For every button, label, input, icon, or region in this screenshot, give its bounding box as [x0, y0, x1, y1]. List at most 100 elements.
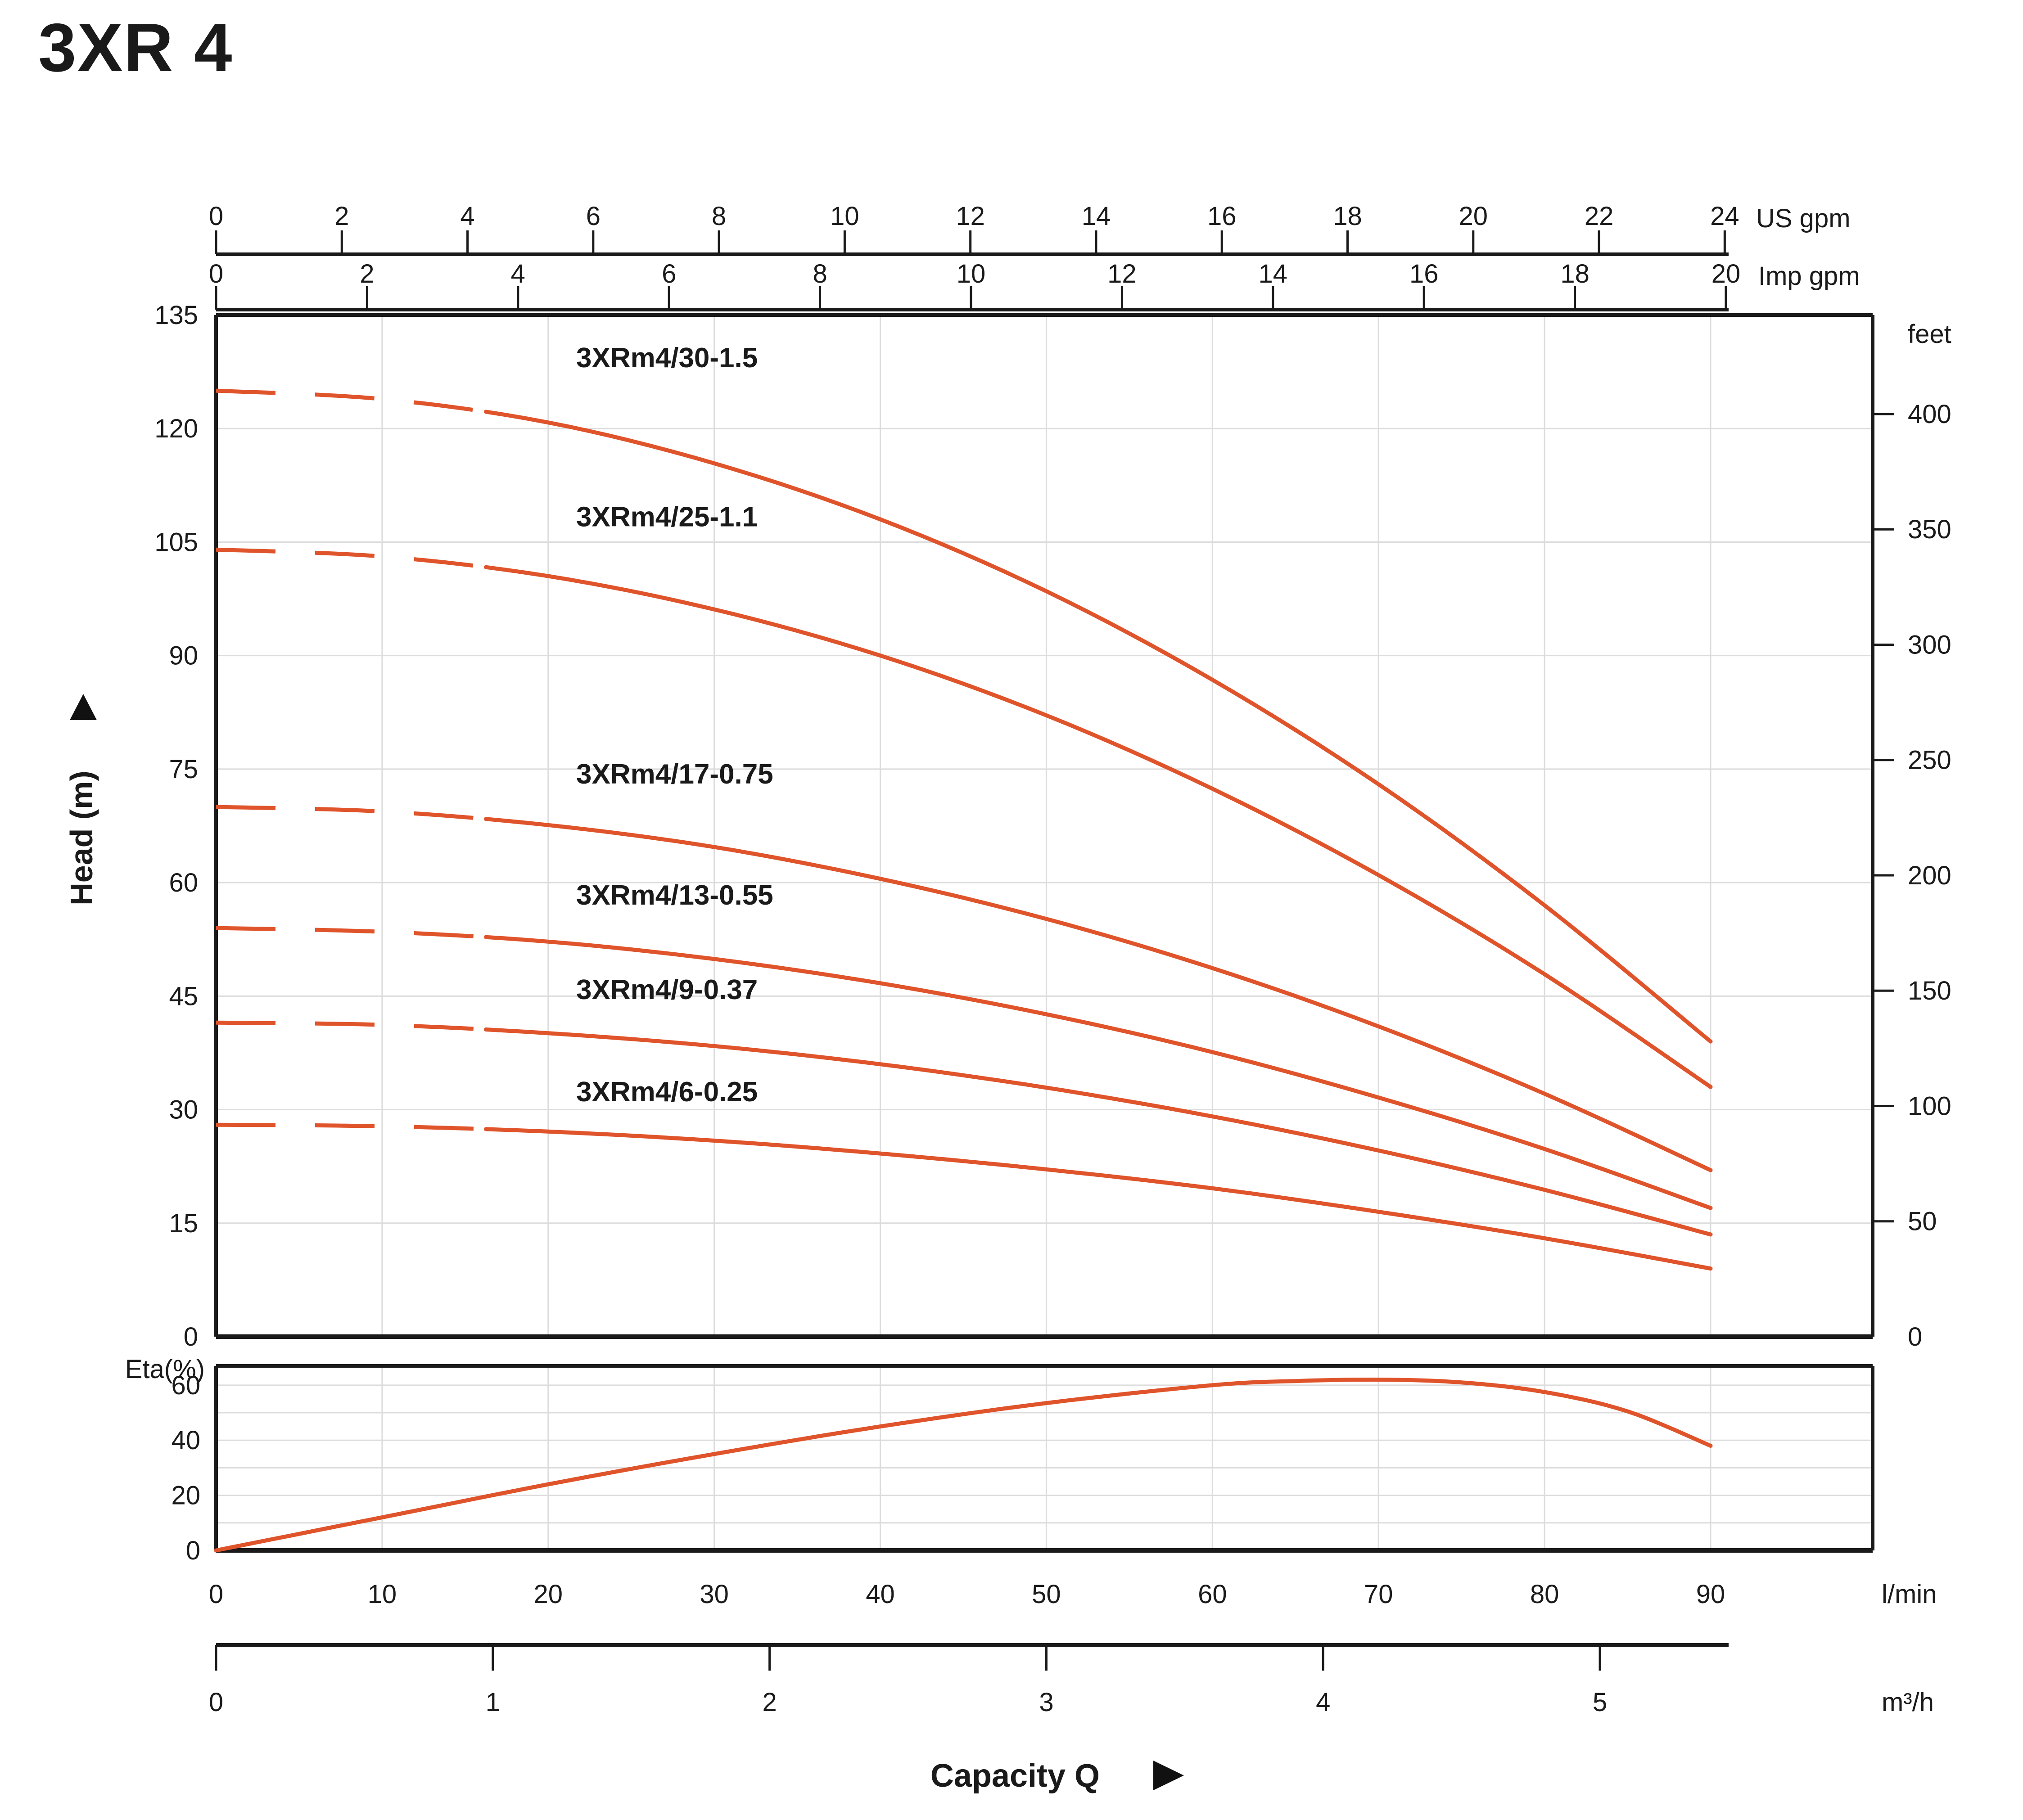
us-gpm-tick-label: 6 — [586, 202, 601, 231]
us-gpm-tick-label: 18 — [1333, 202, 1362, 231]
eta-tick-label: 0 — [186, 1536, 200, 1565]
pump-curve-dashed-segment — [216, 1122, 486, 1131]
page-title: 3XR 4 — [38, 9, 233, 86]
up-arrow-icon — [70, 694, 97, 720]
pump-curve-label: 3XRm4/25-1.1 — [576, 501, 758, 532]
pump-curve — [483, 410, 1713, 1044]
imp-gpm-tick-label: 6 — [662, 259, 676, 288]
m3h-tick-label: 5 — [1593, 1688, 1607, 1717]
head-tick-label: 0 — [184, 1322, 198, 1351]
feet-tick-label: 100 — [1908, 1091, 1951, 1121]
feet-tick-label: 150 — [1908, 976, 1951, 1005]
imp-gpm-tick-label: 12 — [1107, 259, 1137, 288]
us-gpm-tick-label: 10 — [830, 202, 859, 231]
imp-gpm-tick-label: 2 — [360, 259, 374, 288]
lmin-tick-label: 0 — [209, 1580, 223, 1609]
imp-gpm-unit-label: Imp gpm — [1758, 261, 1860, 291]
axes — [214, 230, 1894, 1671]
pump-curve-dashed-segment — [216, 547, 486, 569]
imp-gpm-tick-label: 20 — [1711, 259, 1741, 288]
head-tick-label: 15 — [169, 1209, 198, 1238]
us-gpm-tick-label: 24 — [1710, 202, 1739, 231]
imp-gpm-tick-label: 16 — [1409, 259, 1439, 288]
capacity-axis-label: Capacity Q — [930, 1758, 1100, 1794]
pump-curve-dashed-segment — [216, 805, 486, 821]
us-gpm-tick-label: 12 — [956, 202, 985, 231]
head-tick-label: 45 — [169, 982, 198, 1011]
eta-tick-label: 20 — [171, 1481, 200, 1510]
grid-lines — [216, 315, 1873, 1550]
lmin-tick-label: 80 — [1530, 1580, 1559, 1609]
pump-curves — [214, 388, 1713, 1553]
lmin-tick-label: 10 — [368, 1580, 397, 1609]
imp-gpm-tick-label: 18 — [1560, 259, 1590, 288]
head-tick-label: 60 — [169, 868, 198, 897]
feet-tick-label: 300 — [1908, 630, 1951, 659]
m3h-tick-label: 0 — [209, 1688, 223, 1717]
imp-gpm-tick-label: 0 — [209, 259, 223, 288]
feet-tick-label: 0 — [1908, 1322, 1922, 1351]
lmin-tick-label: 90 — [1696, 1580, 1725, 1609]
eta-tick-label: 60 — [171, 1371, 200, 1400]
pump-curve-dashed-segment — [216, 926, 486, 939]
lmin-tick-label: 50 — [1032, 1580, 1061, 1609]
efficiency-curve — [214, 1378, 1713, 1553]
m3h-tick-label: 2 — [762, 1688, 777, 1717]
us-gpm-tick-label: 2 — [334, 202, 349, 231]
lmin-tick-label: 70 — [1364, 1580, 1393, 1609]
pump-curve-label: 3XRm4/17-0.75 — [576, 759, 773, 790]
imp-gpm-tick-label: 8 — [813, 259, 827, 288]
m3h-tick-label: 4 — [1316, 1688, 1330, 1717]
us-gpm-tick-label: 20 — [1459, 202, 1488, 231]
pump-curve-label: 3XRm4/9-0.37 — [576, 974, 758, 1005]
imp-gpm-tick-label: 14 — [1259, 259, 1288, 288]
pump-curve-dashed-segment — [216, 1020, 486, 1032]
us-gpm-tick-label: 0 — [209, 202, 223, 231]
us-gpm-unit-label: US gpm — [1756, 204, 1851, 233]
lmin-unit-label: l/min — [1882, 1580, 1937, 1609]
m3h-tick-label: 3 — [1039, 1688, 1053, 1717]
pump-curve — [483, 1027, 1713, 1237]
head-axis-label: Head (m) — [64, 770, 99, 905]
right-arrow-icon — [1153, 1761, 1184, 1790]
pump-curve — [483, 935, 1713, 1210]
eta-tick-label: 40 — [171, 1426, 200, 1455]
feet-tick-label: 350 — [1908, 515, 1951, 544]
imp-gpm-tick-label: 10 — [957, 259, 986, 288]
head-tick-label: 75 — [169, 755, 198, 784]
head-tick-label: 105 — [154, 527, 198, 557]
m3h-unit-label: m³/h — [1882, 1688, 1934, 1717]
pump-curve-label: 3XRm4/6-0.25 — [576, 1077, 758, 1108]
us-gpm-tick-label: 16 — [1207, 202, 1237, 231]
feet-tick-label: 250 — [1908, 746, 1951, 775]
tick-labels: 0 2 4 6 8 10 12 14 16 18 20 22 240 2 4 6 8 10 12 14 16 18 2013… — [154, 202, 1951, 1717]
lmin-tick-label: 20 — [534, 1580, 563, 1609]
m3h-tick-label: 1 — [486, 1688, 500, 1717]
lmin-tick-label: 30 — [700, 1580, 729, 1609]
us-gpm-tick-label: 4 — [460, 202, 474, 231]
lmin-tick-label: 60 — [1198, 1580, 1227, 1609]
us-gpm-tick-label: 8 — [712, 202, 726, 231]
feet-tick-label: 400 — [1908, 400, 1951, 429]
head-tick-label: 90 — [169, 641, 198, 671]
pump-curve-label: 3XRm4/13-0.55 — [576, 880, 773, 911]
feet-tick-label: 50 — [1908, 1207, 1937, 1236]
us-gpm-tick-label: 14 — [1082, 202, 1111, 231]
head-tick-label: 120 — [154, 414, 198, 443]
pump-curve-dashed-segment — [216, 388, 487, 414]
head-tick-label: 30 — [169, 1095, 198, 1125]
eta-axis-label: Eta(%) — [125, 1355, 205, 1384]
head-tick-label: 135 — [154, 301, 198, 330]
feet-tick-label: 200 — [1908, 861, 1951, 890]
pump-curve-labels: 3XRm4/30-1.5 3XRm4/25-1.1 3XRm4/17-0.75 3XR… — [576, 342, 773, 1108]
feet-unit-label: feet — [1908, 320, 1951, 349]
pump-curve — [483, 1127, 1713, 1271]
us-gpm-tick-label: 22 — [1585, 202, 1614, 231]
lmin-tick-label: 40 — [866, 1580, 895, 1609]
pump-curve — [483, 817, 1713, 1172]
pump-curve — [483, 565, 1713, 1089]
imp-gpm-tick-label: 4 — [511, 259, 525, 288]
pump-curve-label: 3XRm4/30-1.5 — [576, 342, 758, 374]
